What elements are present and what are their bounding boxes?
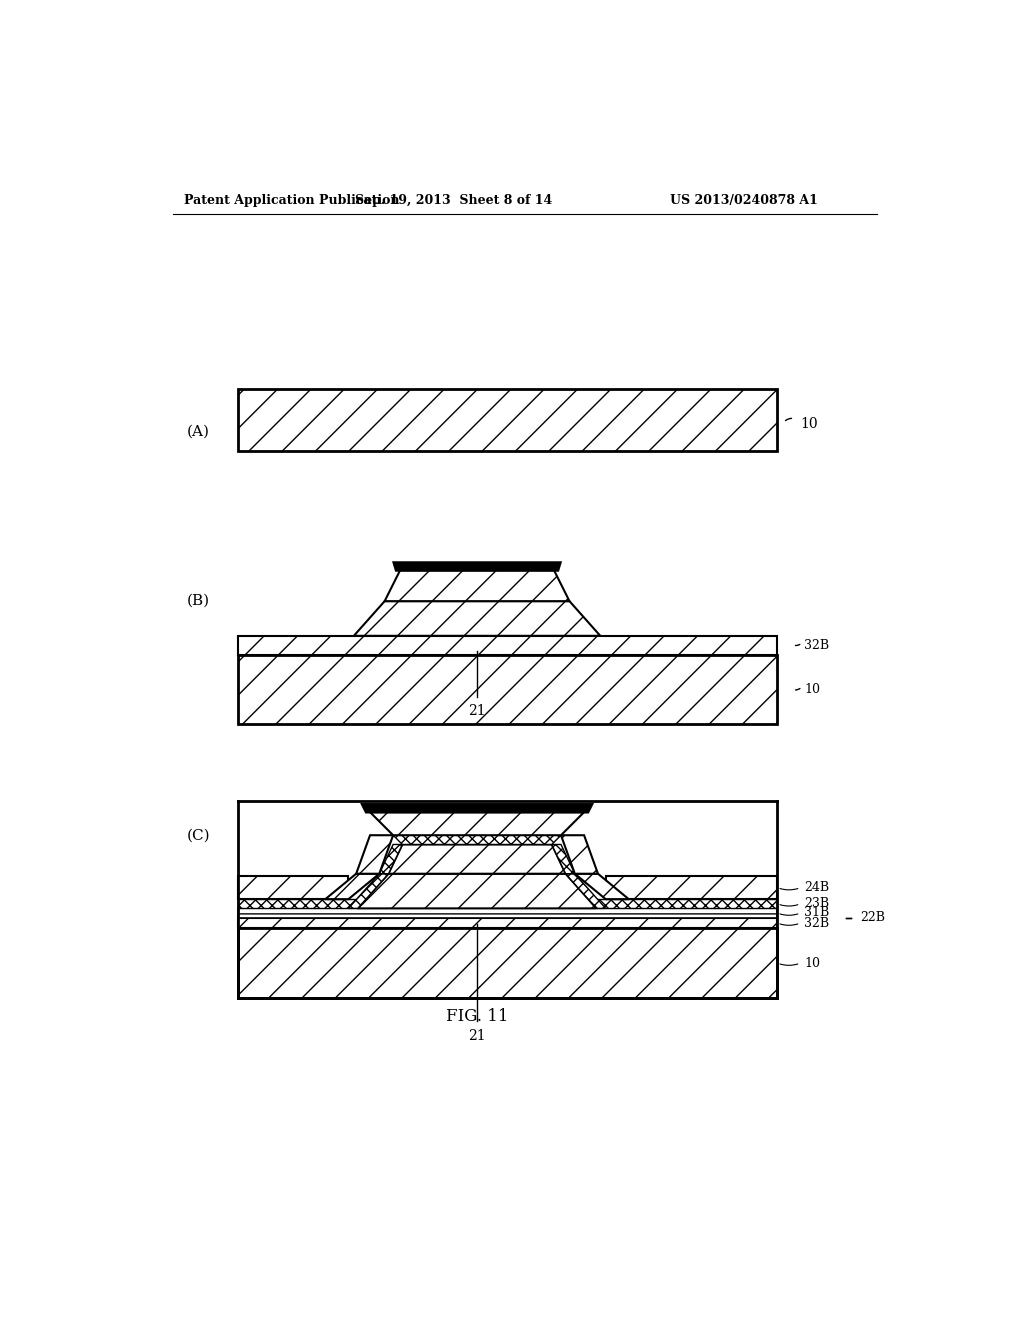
Text: 24B: 24B — [804, 880, 829, 894]
Polygon shape — [385, 570, 569, 601]
Polygon shape — [357, 874, 596, 908]
Polygon shape — [565, 874, 605, 908]
Polygon shape — [596, 899, 777, 908]
Text: (B): (B) — [186, 594, 210, 609]
Text: 23B: 23B — [804, 898, 829, 911]
Polygon shape — [394, 562, 560, 570]
Polygon shape — [605, 876, 777, 899]
Text: 21: 21 — [468, 1030, 485, 1043]
Polygon shape — [362, 804, 592, 812]
Text: 31B: 31B — [804, 907, 829, 920]
Polygon shape — [552, 845, 574, 874]
Polygon shape — [239, 389, 777, 451]
Polygon shape — [561, 836, 598, 874]
Polygon shape — [239, 917, 777, 928]
Polygon shape — [356, 836, 393, 874]
Text: 32B: 32B — [804, 916, 829, 929]
Polygon shape — [239, 655, 777, 725]
Polygon shape — [239, 636, 777, 655]
Polygon shape — [348, 874, 388, 908]
Polygon shape — [370, 812, 584, 836]
Text: FIG. 11: FIG. 11 — [445, 1008, 508, 1026]
Polygon shape — [379, 845, 402, 874]
Polygon shape — [574, 874, 629, 899]
Text: Sep. 19, 2013  Sheet 8 of 14: Sep. 19, 2013 Sheet 8 of 14 — [355, 194, 553, 207]
Text: (C): (C) — [186, 829, 210, 843]
Polygon shape — [239, 928, 777, 998]
Text: (A): (A) — [186, 425, 210, 438]
Text: 10: 10 — [801, 417, 818, 432]
Polygon shape — [239, 899, 357, 908]
Polygon shape — [393, 836, 561, 845]
Polygon shape — [388, 845, 565, 874]
Text: Patent Application Publication: Patent Application Publication — [184, 194, 400, 207]
Text: 22B: 22B — [860, 911, 885, 924]
Polygon shape — [239, 876, 348, 899]
Text: 21: 21 — [468, 705, 485, 718]
Polygon shape — [354, 601, 600, 636]
Polygon shape — [239, 908, 777, 917]
Text: 32B: 32B — [804, 639, 829, 652]
Polygon shape — [326, 874, 379, 899]
Text: 10: 10 — [804, 957, 820, 970]
Text: US 2013/0240878 A1: US 2013/0240878 A1 — [670, 194, 817, 207]
Text: 10: 10 — [804, 684, 820, 696]
